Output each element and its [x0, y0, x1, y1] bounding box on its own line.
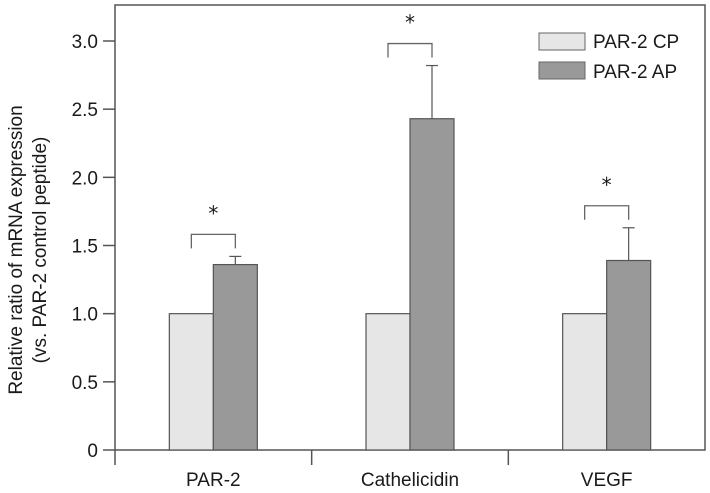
bar-par-2-cp	[168, 313, 214, 451]
legend-label-ap: PAR-2 AP	[593, 62, 677, 83]
x-tick-label: PAR-2	[186, 470, 241, 491]
legend-swatch-ap	[538, 61, 586, 80]
significance-bracket	[387, 42, 433, 58]
significance-star: *	[405, 11, 415, 35]
significance-star: *	[208, 201, 218, 225]
x-tick-label: VEGF	[581, 470, 633, 491]
legend-swatch-cp	[538, 32, 586, 51]
y-tick-label: 2.5	[72, 100, 98, 121]
bar-par-2-ap	[606, 259, 652, 451]
y-tick-label: 0.5	[72, 373, 98, 394]
significance-star: *	[602, 173, 612, 197]
y-tick-label: 1.5	[72, 237, 98, 258]
bars	[168, 64, 652, 451]
legend-label-cp: PAR-2 CP	[593, 32, 679, 53]
y-tick-label: 0	[87, 441, 98, 462]
bar-par-2-ap	[212, 263, 258, 451]
significance-markers: * * *	[190, 11, 630, 249]
x-tick-label: Cathelicidin	[361, 470, 459, 491]
y-tick-label: 3.0	[72, 32, 98, 53]
bar-par-2-cp	[562, 313, 608, 451]
legend: PAR-2 CP PAR-2 AP	[538, 32, 679, 83]
significance-bracket	[190, 233, 236, 249]
significance-bracket	[584, 205, 630, 220]
x-axis: PAR-2 Cathelicidin VEGF	[186, 450, 633, 491]
y-tick-label: 2.0	[72, 168, 98, 189]
bar-par-2-cp	[365, 313, 411, 451]
y-axis-title-line2: (vs. PAR-2 control peptide)	[30, 137, 51, 364]
bar-par-2-ap	[409, 118, 455, 451]
y-axis-title: Relative ratio of mRNA expression (vs. P…	[6, 105, 51, 394]
y-tick-label: 1.0	[72, 305, 98, 326]
y-axis-title-line1: Relative ratio of mRNA expression	[6, 105, 27, 394]
y-axis: 0 0.5 1.0 1.5 2.0 2.5 3.0	[72, 32, 116, 465]
